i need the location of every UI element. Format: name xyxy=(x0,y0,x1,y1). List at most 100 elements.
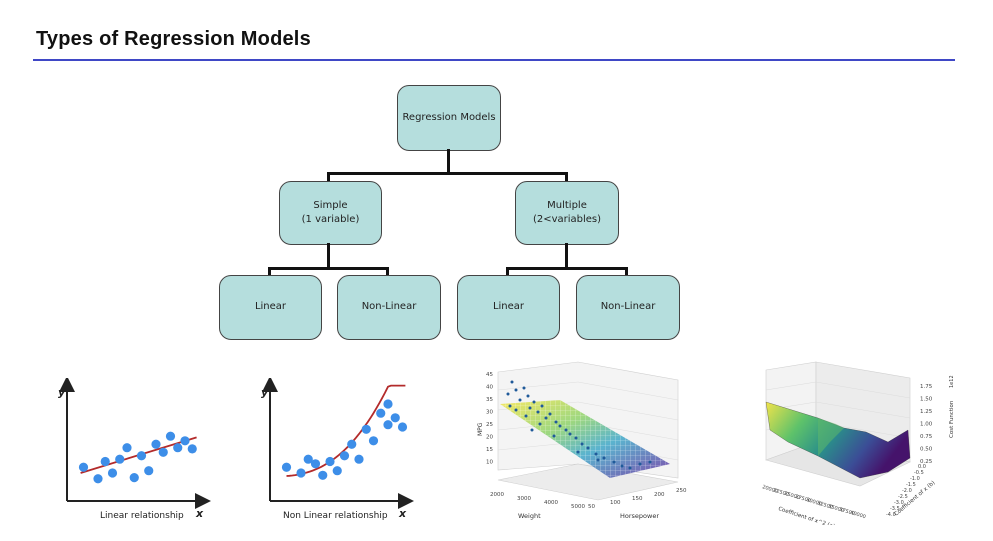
data-point xyxy=(187,444,197,454)
tick-label: 50 xyxy=(588,504,595,510)
data-point xyxy=(518,398,522,402)
z-tick-labels: 45 40 35 30 25 20 15 10 xyxy=(486,372,493,466)
data-point xyxy=(514,388,518,392)
connector-to-multiple-nonlinear xyxy=(625,267,628,275)
tick-label: 30 xyxy=(486,410,493,416)
tick-label: 25 xyxy=(486,422,493,428)
data-point xyxy=(564,428,568,432)
connector-to-multiple-linear xyxy=(506,267,509,275)
data-point xyxy=(532,400,536,404)
data-point xyxy=(554,420,558,424)
x-tick-labels: 2000022500250002750030000325003500037500… xyxy=(761,484,866,520)
tick-label: 1.00 xyxy=(920,422,933,428)
tick-label: 10 xyxy=(486,460,493,466)
linear-data-points xyxy=(78,431,197,484)
data-point xyxy=(332,466,342,476)
connector-to-multiple xyxy=(565,172,568,181)
tick-label: 25000 xyxy=(783,491,800,502)
node-multiple-linear: Linear xyxy=(457,275,560,340)
tick-label: 20000 xyxy=(761,484,778,495)
data-point xyxy=(548,412,552,416)
data-point xyxy=(136,451,147,461)
connector-to-simple xyxy=(327,172,330,181)
data-point xyxy=(281,462,292,472)
data-point xyxy=(318,470,328,480)
connector-multiple-down xyxy=(565,243,568,269)
data-point xyxy=(528,406,532,410)
data-point xyxy=(538,422,542,426)
tick-label: 32500 xyxy=(816,500,833,511)
connector-root-down xyxy=(447,149,450,174)
x-axis-label: x xyxy=(398,507,407,520)
data-point xyxy=(574,436,578,440)
data-point xyxy=(303,454,313,464)
connector-to-simple-nonlinear xyxy=(386,267,389,275)
z-tick-labels: 1.75 1.50 1.25 1.00 0.75 0.50 0.25 xyxy=(920,384,933,465)
tick-label: 0.25 xyxy=(920,459,933,465)
data-point xyxy=(514,408,518,412)
tick-label: 0.50 xyxy=(920,447,933,453)
nonlinear-relationship-plot: y x Non Linear relationship xyxy=(261,378,414,521)
node-simple-linear: Linear xyxy=(219,275,322,340)
data-point xyxy=(536,410,540,414)
data-point xyxy=(576,450,580,454)
data-point xyxy=(390,413,400,423)
tick-label: -3.5 xyxy=(890,506,900,512)
data-point xyxy=(100,456,110,467)
data-point xyxy=(526,394,530,398)
data-point xyxy=(339,451,350,461)
data-point xyxy=(586,446,590,450)
connector-simple-down xyxy=(327,243,330,269)
x-tick-labels: 2000 3000 4000 5000 xyxy=(490,492,585,510)
data-point xyxy=(180,436,190,446)
tick-label: 250 xyxy=(676,488,687,494)
node-regression-models: Regression Models xyxy=(397,85,501,151)
tick-label: -2.0 xyxy=(902,488,912,494)
data-point xyxy=(558,424,562,428)
slide-title: Types of Regression Models xyxy=(36,28,311,50)
data-point xyxy=(165,431,176,441)
mpg-data-points xyxy=(506,380,652,470)
data-point xyxy=(383,420,393,430)
node-multiple-nonlinear: Non-Linear xyxy=(576,275,680,340)
x-axis-label: x xyxy=(195,507,204,520)
data-point xyxy=(151,439,161,449)
data-point xyxy=(383,399,393,409)
tick-label: 1.25 xyxy=(920,409,933,415)
connector-simple-horizontal xyxy=(268,267,389,270)
cost-function-surface-plot: 1.75 1.50 1.25 1.00 0.75 0.50 0.25 Cost Functi… xyxy=(761,361,955,525)
tick-label: -1.0 xyxy=(910,476,920,482)
z-axis-label: MPG xyxy=(477,422,484,436)
data-point xyxy=(310,459,321,469)
data-point xyxy=(530,428,534,432)
tick-label: 37500 xyxy=(838,507,855,518)
node-multiple: Multiple (2<variables) xyxy=(515,181,619,245)
node-simple: Simple (1 variable) xyxy=(279,181,382,245)
tick-label: -1.5 xyxy=(906,482,916,488)
y-tick-labels: 0.0-0.5-1.0-1.5-2.0-2.5-3.0-3.5-4.0 xyxy=(886,464,926,518)
tick-label: 200 xyxy=(654,492,665,498)
tick-label: 150 xyxy=(632,496,643,502)
y-axis-label: Horsepower xyxy=(620,512,659,520)
tick-label: 3000 xyxy=(517,496,531,502)
data-point xyxy=(129,473,139,483)
tick-label: 20 xyxy=(486,435,493,441)
y-axis-label: y xyxy=(58,386,66,399)
data-point xyxy=(580,442,584,446)
z-axis-label: Cost Function xyxy=(949,400,955,438)
x-axis-label: Weight xyxy=(518,512,541,520)
tick-label: 35000 xyxy=(827,503,844,514)
data-point xyxy=(524,414,528,418)
linear-relationship-plot: y x Linear relationship xyxy=(58,378,211,521)
data-point xyxy=(612,460,616,464)
data-point xyxy=(596,458,600,462)
cost-surface-ridge xyxy=(818,418,844,456)
nonlinear-data-points xyxy=(281,384,408,480)
data-point xyxy=(602,456,606,460)
connector-to-simple-linear xyxy=(268,267,271,275)
data-point xyxy=(296,468,306,478)
tick-label: 30000 xyxy=(805,497,822,508)
mpg-surface-plot: MPG 45 40 35 30 25 20 15 10 2000 3000 4000 5000 50… xyxy=(477,361,687,520)
tick-label: 0.75 xyxy=(920,434,933,440)
z-axis-scale: 1e12 xyxy=(949,375,955,388)
